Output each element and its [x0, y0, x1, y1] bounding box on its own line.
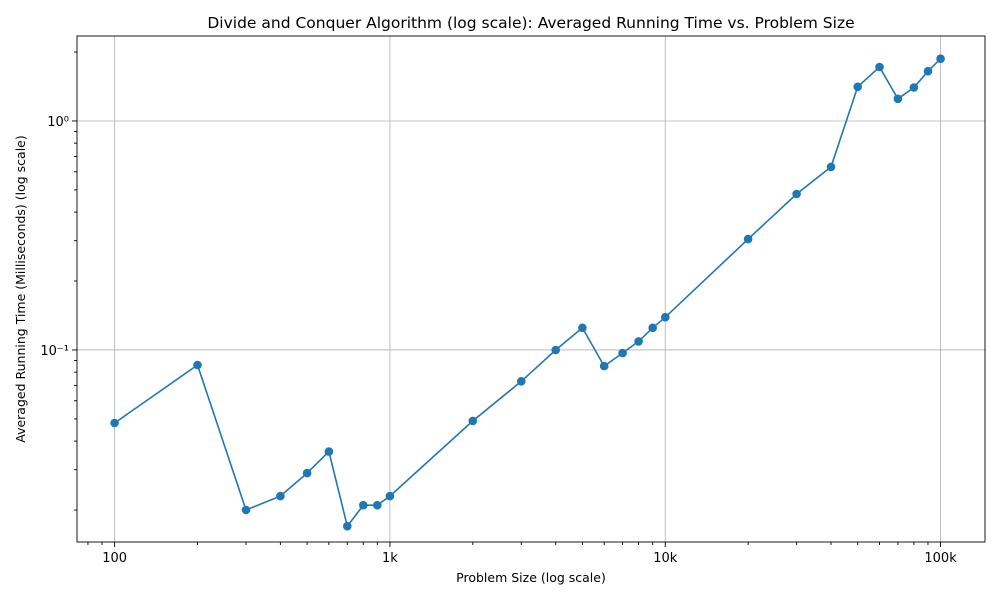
data-point [302, 468, 312, 478]
x-tick-label: 100k [924, 551, 957, 566]
chart-title: Divide and Conquer Algorithm (log scale)… [207, 14, 854, 32]
y-axis-label: Averaged Running Time (Milliseconds) (lo… [13, 135, 28, 442]
data-point [634, 337, 643, 346]
data-point [468, 416, 478, 426]
plot-frame [76, 35, 986, 543]
data-point [853, 82, 862, 92]
y-ticks: 10⁻¹ 10⁰ [40, 115, 77, 359]
data-point [792, 189, 801, 199]
data-point [110, 418, 119, 428]
data-point [241, 505, 251, 515]
data-point [324, 447, 334, 456]
x-ticks: 100 1k 10k 100k [102, 542, 957, 566]
series-line [114, 58, 942, 529]
x-tick-label: 100 [102, 551, 127, 566]
data-point [648, 323, 657, 333]
data-point [193, 360, 202, 370]
data-point [578, 323, 587, 333]
data-point [826, 162, 836, 172]
data-point [551, 345, 560, 355]
data-points [110, 54, 945, 531]
data-point [517, 377, 526, 386]
data-point [909, 83, 919, 92]
data-point [875, 62, 884, 72]
data-point [276, 491, 285, 501]
data-point [359, 500, 368, 510]
data-point [923, 66, 933, 76]
data-point [893, 94, 903, 104]
x-tick-label: 1k [382, 551, 398, 566]
grid [77, 36, 985, 542]
data-point [743, 234, 753, 244]
y-tick-label: 10⁻¹ [40, 344, 69, 359]
data-point [373, 500, 382, 510]
data-point [343, 521, 352, 531]
x-axis-label: Problem Size (log scale) [456, 570, 606, 585]
y-tick-label: 10⁰ [47, 115, 69, 130]
data-point [936, 54, 945, 63]
minor-ticks [74, 51, 929, 545]
data-point [385, 491, 395, 501]
data-point [661, 312, 670, 322]
x-tick-label: 10k [653, 551, 678, 566]
data-point [618, 348, 627, 358]
data-point [599, 361, 609, 371]
